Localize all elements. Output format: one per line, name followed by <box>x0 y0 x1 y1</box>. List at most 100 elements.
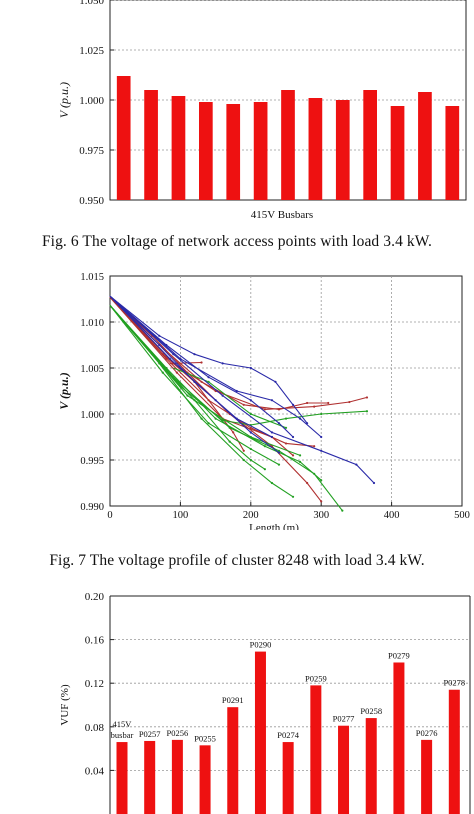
data-point <box>263 468 266 471</box>
bar <box>116 76 131 200</box>
bar <box>227 707 239 814</box>
data-point <box>277 451 281 454</box>
bar-label: P0290 <box>250 640 272 650</box>
data-point <box>372 481 376 485</box>
bar <box>199 745 211 814</box>
data-point <box>320 449 323 452</box>
voltage-profile-line-chart: 0 100 200 300 400 500 0.990 0.995 1.000 1.005 1.01… <box>57 272 470 530</box>
bar <box>390 106 405 200</box>
data-point <box>249 366 252 370</box>
bar <box>254 651 266 814</box>
bar <box>171 96 186 200</box>
data-point <box>175 371 178 374</box>
data-point <box>320 479 323 482</box>
data-point <box>249 458 252 462</box>
y-tick-label: 0.995 <box>80 456 104 467</box>
data-point <box>228 440 231 443</box>
data-point <box>291 435 295 439</box>
bar <box>282 742 294 814</box>
y-tick-label: 0.04 <box>85 765 105 777</box>
bar <box>253 102 268 200</box>
bar <box>365 718 377 814</box>
x-tick-label: 500 <box>454 510 470 521</box>
bar-label: P0276 <box>416 728 438 738</box>
data-point <box>249 435 252 439</box>
y-tick-label: 1.010 <box>80 318 104 329</box>
y-tick-label: 1.025 <box>79 45 104 57</box>
bar-label: P0257 <box>139 729 161 739</box>
bar <box>226 104 241 200</box>
x-tick-label: 400 <box>384 510 400 521</box>
x-axis-label: 415V Busbars <box>251 209 313 221</box>
data-point <box>168 357 171 360</box>
bar <box>338 725 350 814</box>
bar-label: P0255 <box>194 733 216 743</box>
x-tick-label: 300 <box>313 510 329 521</box>
data-point <box>242 403 245 406</box>
data-point <box>355 463 358 466</box>
data-point <box>291 454 295 457</box>
y-tick-label: 1.000 <box>79 95 104 107</box>
data-point <box>193 353 196 356</box>
data-point <box>284 426 288 429</box>
x-tick-label: 100 <box>173 510 189 521</box>
data-point <box>320 412 323 416</box>
voltage-bar-chart: 0.950 0.975 1.000 1.025 1.050 V (p.u.) 415V Bu… <box>57 0 467 221</box>
data-point <box>232 431 235 434</box>
data-point <box>242 449 245 452</box>
data-point <box>291 403 295 406</box>
data-point <box>200 361 203 364</box>
data-point <box>158 343 161 347</box>
y-tick-label: 0.975 <box>79 145 104 157</box>
data-point <box>161 371 164 374</box>
data-point <box>365 410 369 413</box>
phase-line <box>173 367 287 429</box>
bar <box>281 90 295 200</box>
data-point <box>235 389 238 393</box>
y-tick-label: 1.000 <box>80 410 104 421</box>
data-point <box>207 376 210 379</box>
data-point <box>298 460 302 463</box>
data-point <box>207 380 210 383</box>
phase-line <box>109 295 294 438</box>
figure-7-caption: Fig. 7 The voltage profile of cluster 82… <box>49 552 425 569</box>
y-axis-label: V (p.u.) <box>57 372 71 409</box>
data-point <box>284 442 288 445</box>
bar <box>445 106 460 200</box>
bar <box>393 662 405 814</box>
bar <box>421 739 433 814</box>
data-point <box>298 417 302 420</box>
data-point <box>313 405 316 408</box>
data-point <box>221 362 224 365</box>
data-point <box>365 396 369 399</box>
data-point <box>277 422 281 425</box>
bar-label: P0277 <box>333 714 355 724</box>
y-tick-label: 1.050 <box>79 0 104 7</box>
data-point <box>341 509 344 512</box>
x-tick-label: 0 <box>107 510 112 521</box>
x-axis-label: Length (m) <box>249 522 299 530</box>
bar <box>448 689 460 814</box>
data-point <box>277 449 281 452</box>
data-point <box>306 401 309 405</box>
data-point <box>179 357 182 360</box>
data-point <box>161 353 164 356</box>
data-point <box>249 412 252 416</box>
data-point <box>207 422 210 425</box>
data-point <box>298 454 302 457</box>
bar <box>144 90 158 200</box>
y-tick-label: 0.990 <box>80 502 104 513</box>
data-point <box>200 417 203 420</box>
phase-line <box>109 295 322 438</box>
data-point <box>320 500 323 503</box>
data-point <box>313 445 316 448</box>
bar <box>363 90 377 200</box>
bar <box>335 100 350 200</box>
y-tick-label: 0.08 <box>85 722 105 734</box>
data-point <box>263 408 266 411</box>
bar <box>199 102 213 200</box>
data-point <box>214 399 217 402</box>
y-axis-label: VUF (%) <box>59 684 71 726</box>
data-point <box>158 334 161 337</box>
bar <box>308 98 323 200</box>
